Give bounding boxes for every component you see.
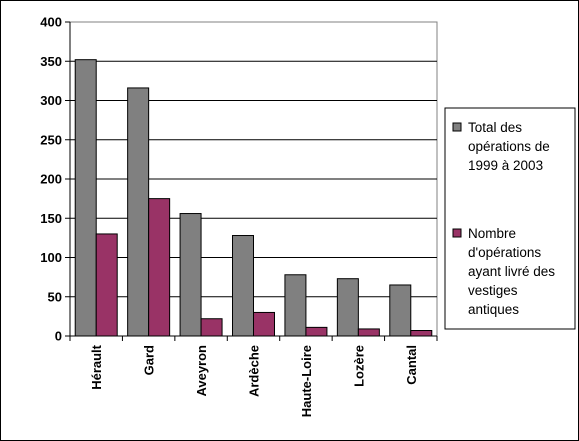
bar-antiques-5 [357,328,380,337]
legend-label-line: d'opérations [468,245,541,260]
bar-antiques-6 [410,330,433,337]
y-tick-label: 300 [40,93,62,108]
legend-swatch-antiques [452,228,462,238]
x-tick-label: Gard [142,345,157,375]
y-tick-label: 200 [40,172,62,187]
bar-antiques-0 [95,233,118,337]
bar-antiques-3 [253,311,275,337]
axes [65,21,438,341]
x-tick-label: Haute-Loire [299,345,314,417]
legend-swatch-total [452,122,462,132]
x-tick-label: Cantal [404,345,419,385]
x-tick-label: Aveyron [194,345,209,397]
bar-total-0 [74,59,97,337]
legend-label-line: antiques [468,302,519,317]
bar-total-2 [179,213,202,337]
x-axis-tick-labels: Hérault Gard Aveyron Ardèche Haute-Loire Lozè… [89,344,419,417]
y-tick-label: 100 [40,250,62,265]
bar-total-3 [232,235,254,337]
legend-label-line: Total des [468,120,522,135]
legend-label-line: ayant livré des [468,264,555,279]
y-tick-label: 50 [48,289,62,304]
bar-antiques-2 [200,318,223,337]
legend-label-line: vestiges [468,283,518,298]
y-axis-tick-labels: 0 50 100 150 200 250 300 350 400 [40,15,62,344]
legend-box [444,107,576,330]
bar-antiques-1 [148,198,171,337]
legend-label-line: 1999 à 2003 [468,158,543,173]
x-tick-label: Ardèche [247,345,262,397]
bar-total-6 [389,284,412,337]
y-tick-label: 350 [40,54,62,69]
x-tick-label: Lozère [351,345,366,387]
bar-total-5 [336,278,359,337]
bars [74,59,433,337]
x-tick-label: Hérault [89,344,104,389]
legend-label-line: opérations de [468,139,550,154]
bar-total-1 [127,87,150,337]
y-tick-label: 400 [40,15,62,30]
y-tick-label: 250 [40,132,62,147]
bar-total-4 [284,274,307,337]
legend-label-line: Nombre [468,226,516,241]
legend: Total des opérations de 1999 à 2003 Nombre d… [444,107,576,330]
bar-antiques-4 [305,326,328,337]
y-tick-label: 0 [55,329,62,344]
y-tick-label: 150 [40,211,62,226]
